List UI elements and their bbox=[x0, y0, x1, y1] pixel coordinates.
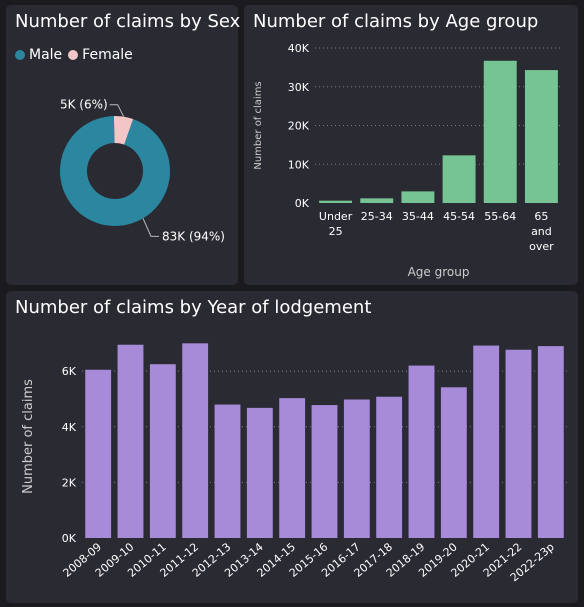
donut-label-male: 83K (94%) bbox=[162, 229, 225, 243]
y-tick-label: 20K bbox=[288, 120, 310, 133]
y-tick-label: 2K bbox=[62, 476, 77, 489]
bar[interactable] bbox=[440, 387, 467, 538]
bar[interactable] bbox=[319, 200, 353, 203]
age-chart-panel: Number of claims by Age group 0K 10K 20K 30… bbox=[244, 5, 578, 285]
x-tick-label: Under bbox=[319, 210, 353, 223]
x-tick-label: and bbox=[531, 225, 552, 238]
bar[interactable] bbox=[343, 399, 370, 538]
bar[interactable] bbox=[401, 191, 435, 203]
bar[interactable] bbox=[117, 344, 144, 538]
y-tick-label: 0K bbox=[62, 532, 77, 545]
y-tick-label: 6K bbox=[62, 365, 77, 378]
x-axis-label: Age group bbox=[408, 265, 470, 279]
donut-leader-male bbox=[142, 218, 159, 237]
bar[interactable] bbox=[279, 398, 306, 538]
bar[interactable] bbox=[214, 404, 241, 538]
y-tick-label: 4K bbox=[62, 421, 77, 434]
x-tick-label: 65 bbox=[534, 210, 548, 223]
legend-label-female: Female bbox=[82, 47, 133, 63]
y-tick-label: 10K bbox=[288, 158, 310, 171]
y-axis-label: Number of claims bbox=[253, 81, 264, 169]
bar[interactable] bbox=[408, 365, 435, 538]
donut-leader-female bbox=[109, 104, 125, 117]
sex-chart-panel: Number of claims by Sex Male Female 5K (… bbox=[6, 5, 241, 285]
donut-slice-male[interactable] bbox=[59, 116, 170, 226]
bar[interactable] bbox=[376, 396, 403, 538]
x-tick-label: 25-34 bbox=[361, 210, 393, 223]
y-tick-label: 0K bbox=[295, 197, 310, 210]
x-tick-label: 55-64 bbox=[484, 210, 516, 223]
year-chart-title: Number of claims by Year of lodgement bbox=[15, 297, 372, 318]
legend-item-male[interactable]: Male bbox=[15, 47, 62, 63]
bar[interactable] bbox=[85, 369, 112, 538]
donut-label-female: 5K (6%) bbox=[60, 98, 108, 112]
bar[interactable] bbox=[537, 346, 564, 538]
bar[interactable] bbox=[149, 364, 176, 538]
y-tick-label: 40K bbox=[288, 42, 310, 55]
bar[interactable] bbox=[483, 60, 517, 203]
y-tick-label: 30K bbox=[288, 81, 310, 94]
legend-swatch-female bbox=[68, 50, 79, 60]
bar[interactable] bbox=[505, 349, 532, 538]
bar[interactable] bbox=[360, 198, 394, 203]
sex-chart-legend: Male Female bbox=[15, 47, 139, 63]
x-tick-label: 25 bbox=[329, 225, 343, 238]
y-axis-label: Number of claims bbox=[21, 379, 36, 494]
bar[interactable] bbox=[182, 343, 209, 538]
year-chart-panel: Number of claims by Year of lodgement 0K… bbox=[6, 291, 578, 603]
bar[interactable] bbox=[473, 345, 500, 538]
x-tick-label: over bbox=[529, 240, 554, 253]
sex-donut-chart: 5K (6%) 83K (94%) bbox=[59, 98, 225, 244]
bar[interactable] bbox=[524, 70, 558, 204]
legend-label-male: Male bbox=[29, 47, 63, 63]
donut-slice-female[interactable] bbox=[113, 116, 134, 145]
age-bar-chart: 0K 10K 20K 30K 40K Number of claims Under 25 25-… bbox=[253, 42, 562, 279]
legend-item-female[interactable]: Female bbox=[68, 47, 133, 63]
bar[interactable] bbox=[442, 155, 476, 203]
bar[interactable] bbox=[246, 407, 273, 538]
bar[interactable] bbox=[311, 405, 338, 538]
x-tick-label: 35-44 bbox=[402, 210, 434, 223]
age-chart-title: Number of claims by Age group bbox=[253, 11, 539, 32]
sex-chart-title: Number of claims by Sex bbox=[15, 11, 241, 32]
x-tick-label: 45-54 bbox=[443, 210, 475, 223]
legend-swatch-male bbox=[15, 50, 25, 60]
